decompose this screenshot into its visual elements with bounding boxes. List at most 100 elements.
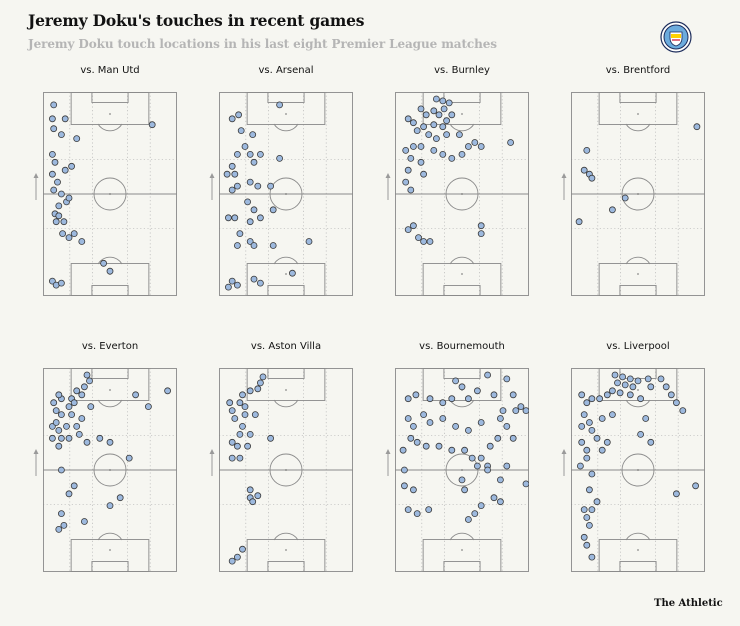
touch-point bbox=[57, 279, 65, 287]
touch-point bbox=[609, 387, 616, 395]
touch-point bbox=[465, 516, 472, 523]
touch-point bbox=[433, 135, 440, 142]
touch-point bbox=[497, 498, 504, 506]
pitch-title: vs. Arsenal bbox=[258, 65, 314, 76]
touch-point bbox=[65, 434, 73, 442]
penalty-box bbox=[422, 539, 502, 572]
penalty-arc bbox=[97, 532, 123, 541]
touch-point bbox=[228, 115, 236, 123]
touch-point bbox=[420, 411, 428, 418]
penalty-box bbox=[70, 92, 150, 125]
attack-direction-arrow-icon bbox=[33, 449, 39, 476]
touch-point bbox=[70, 230, 78, 238]
touch-point bbox=[81, 383, 88, 391]
touch-point bbox=[603, 438, 611, 446]
goal bbox=[277, 92, 295, 93]
touch-point bbox=[404, 506, 412, 514]
touch-point bbox=[642, 415, 650, 422]
six-yard-box bbox=[267, 561, 305, 572]
touch-point bbox=[244, 198, 252, 206]
touch-point bbox=[433, 95, 440, 103]
touch-point bbox=[407, 434, 415, 442]
touch-point bbox=[425, 506, 433, 514]
touch-point bbox=[575, 218, 583, 226]
touch-point bbox=[223, 170, 231, 178]
touch-point bbox=[417, 158, 425, 166]
touch-point bbox=[486, 442, 494, 450]
touch-point bbox=[57, 510, 65, 518]
touch-point bbox=[246, 486, 254, 494]
touch-point bbox=[596, 395, 604, 403]
goal bbox=[277, 368, 295, 369]
penalty-arc bbox=[449, 123, 475, 132]
touch-point bbox=[50, 101, 58, 109]
touch-point bbox=[249, 498, 257, 506]
centre-circle bbox=[269, 453, 303, 487]
penalty-spot bbox=[109, 113, 111, 115]
attack-direction-arrow-icon bbox=[385, 449, 391, 476]
touch-point bbox=[250, 275, 258, 283]
attack-direction-arrow-icon bbox=[385, 173, 391, 200]
six-yard-box bbox=[91, 561, 129, 572]
touch-point bbox=[637, 395, 644, 403]
touch-point bbox=[448, 111, 456, 119]
touch-point bbox=[236, 431, 244, 438]
touch-point bbox=[246, 218, 254, 226]
touch-point bbox=[233, 182, 241, 190]
touch-point bbox=[507, 139, 514, 146]
touch-point bbox=[443, 117, 450, 125]
pitch-title: vs. Man Utd bbox=[80, 65, 140, 76]
touch-point bbox=[70, 482, 78, 490]
touch-point bbox=[116, 494, 124, 502]
penalty-spot bbox=[285, 113, 287, 115]
touch-point bbox=[576, 462, 584, 470]
touch-point bbox=[78, 238, 86, 245]
touch-point bbox=[55, 427, 63, 434]
touch-point bbox=[257, 214, 264, 222]
touch-point bbox=[580, 411, 588, 418]
touch-point bbox=[233, 151, 241, 158]
touch-point bbox=[461, 446, 468, 454]
touch-point bbox=[412, 391, 420, 399]
touch-point bbox=[61, 166, 69, 174]
touch-point bbox=[413, 438, 421, 446]
touch-point bbox=[231, 170, 239, 178]
touch-point bbox=[448, 155, 456, 162]
touch-point bbox=[55, 212, 63, 220]
touch-point bbox=[73, 387, 81, 395]
touch-point bbox=[409, 143, 417, 150]
six-yard-box bbox=[443, 561, 481, 572]
touch-point bbox=[611, 371, 619, 379]
touch-point bbox=[477, 502, 485, 510]
touch-point bbox=[404, 395, 412, 403]
touch-point bbox=[224, 214, 232, 222]
centre-spot bbox=[461, 193, 463, 195]
touch-point bbox=[425, 131, 433, 138]
touch-point bbox=[634, 377, 642, 385]
touch-point bbox=[269, 206, 277, 214]
touch-point bbox=[231, 214, 239, 222]
attack-direction-arrow-icon bbox=[33, 173, 39, 200]
goal bbox=[101, 92, 119, 93]
touch-point bbox=[70, 399, 78, 407]
attack-direction-arrow-icon bbox=[561, 173, 567, 200]
touch-point bbox=[228, 162, 236, 170]
touch-point bbox=[65, 234, 73, 242]
touch-point bbox=[422, 442, 430, 450]
penalty-arc bbox=[449, 532, 475, 541]
pitch-chart bbox=[571, 368, 705, 572]
touch-point bbox=[588, 553, 596, 561]
touch-point bbox=[250, 158, 258, 166]
touch-point bbox=[626, 375, 634, 383]
touch-point bbox=[422, 111, 430, 119]
touch-point bbox=[512, 407, 520, 414]
centre-circle bbox=[93, 453, 127, 487]
touch-point bbox=[477, 230, 485, 238]
touch-point bbox=[471, 139, 479, 146]
six-yard-box bbox=[443, 368, 481, 379]
touch-point bbox=[583, 454, 591, 462]
touch-point bbox=[413, 127, 421, 134]
pitch-chart bbox=[43, 368, 177, 572]
touch-point bbox=[305, 238, 313, 245]
touch-point bbox=[404, 115, 412, 123]
